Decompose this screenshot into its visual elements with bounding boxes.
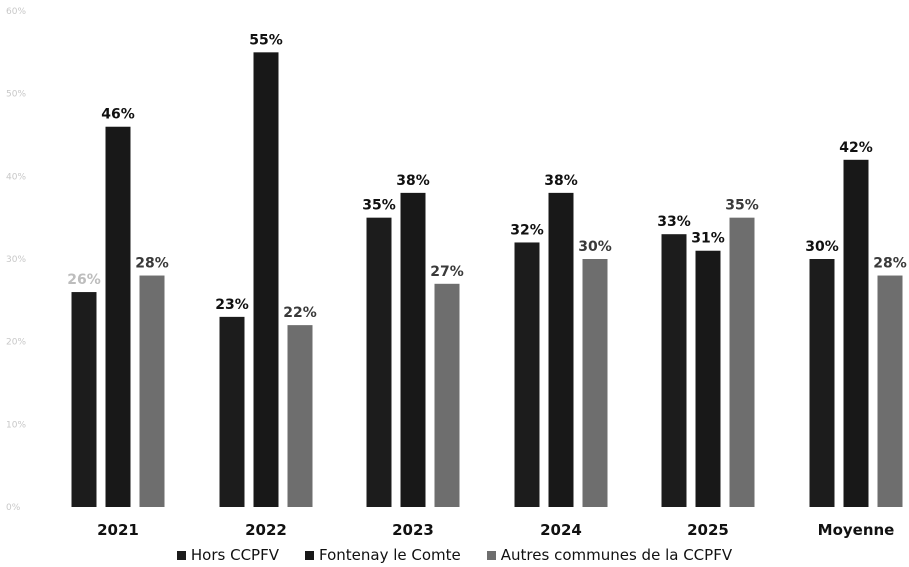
x-tick-label: 2025 (687, 521, 729, 539)
bar-2023-series-2 (434, 283, 460, 507)
legend-item-autres-communes: Autres communes de la CCPFV (486, 546, 733, 564)
bar-moyenne-series-0 (809, 259, 835, 507)
data-label: 35% (725, 198, 759, 214)
y-tick-label: 40% (6, 172, 26, 182)
data-label: 38% (396, 173, 430, 189)
bar-2022-series-0 (219, 316, 245, 507)
bar-2021-series-1 (105, 126, 131, 507)
bar-moyenne-series-2 (877, 275, 903, 507)
bar-2021-series-2 (139, 275, 165, 507)
legend-label-fontenay: Fontenay le Comte (319, 546, 461, 564)
data-label: 33% (657, 214, 691, 230)
data-label: 28% (135, 256, 169, 272)
bar-2024-series-0 (514, 242, 540, 507)
legend: Hors CCPFV Fontenay le Comte Autres comm… (0, 546, 909, 564)
data-label: 22% (283, 305, 317, 321)
bar-chart: 60% 50% 40% 30% 20% 10% 0% 26% 46% 28% 2021 23% 55% 2… (6, 7, 907, 539)
data-label: 35% (362, 198, 396, 214)
x-tick-label: 2024 (540, 521, 582, 539)
y-tick-label: 50% (6, 90, 26, 100)
legend-label-autres-communes: Autres communes de la CCPFV (500, 546, 733, 564)
bar-2022-series-2 (287, 325, 313, 507)
x-tick-label: 2021 (97, 521, 139, 539)
data-label: 42% (839, 140, 873, 156)
legend-label-hors-ccpfv: Hors CCPFV (190, 546, 279, 564)
bar-moyenne-series-1 (843, 159, 869, 508)
bar-2021-series-0 (71, 292, 97, 507)
x-tick-label: 2022 (245, 521, 287, 539)
data-label: 38% (544, 173, 578, 189)
y-tick-label: 20% (6, 338, 26, 348)
bar-2025-series-1 (695, 250, 721, 507)
x-tick-label: Moyenne (818, 521, 895, 539)
data-label: 26% (67, 272, 101, 288)
data-label: 30% (805, 239, 839, 255)
bar-2025-series-0 (661, 234, 687, 507)
y-tick-label: 60% (6, 7, 26, 17)
data-label: 28% (873, 256, 907, 272)
data-label: 55% (249, 32, 283, 48)
bar-2022-series-1 (253, 52, 279, 507)
data-label: 31% (691, 231, 725, 247)
bar-2024-series-2 (582, 259, 608, 507)
data-label: 32% (510, 222, 544, 238)
data-label: 46% (101, 107, 135, 123)
legend-item-fontenay: Fontenay le Comte (305, 546, 461, 564)
bar-2025-series-2 (729, 217, 755, 507)
legend-swatch-autres-communes (486, 550, 496, 560)
bar-2023-series-1 (400, 192, 426, 507)
y-tick-label: 10% (6, 420, 26, 430)
y-tick-label: 30% (6, 255, 26, 265)
data-label: 27% (430, 264, 464, 280)
y-tick-label: 0% (6, 503, 21, 513)
bar-2024-series-1 (548, 192, 574, 507)
legend-swatch-fontenay (305, 550, 314, 560)
bar-2023-series-0 (366, 217, 392, 507)
data-label: 23% (215, 297, 249, 313)
data-label: 30% (578, 239, 612, 255)
legend-item-hors-ccpfv: Hors CCPFV (176, 546, 279, 564)
legend-swatch-hors-ccpfv (176, 550, 186, 560)
x-tick-label: 2023 (392, 521, 434, 539)
